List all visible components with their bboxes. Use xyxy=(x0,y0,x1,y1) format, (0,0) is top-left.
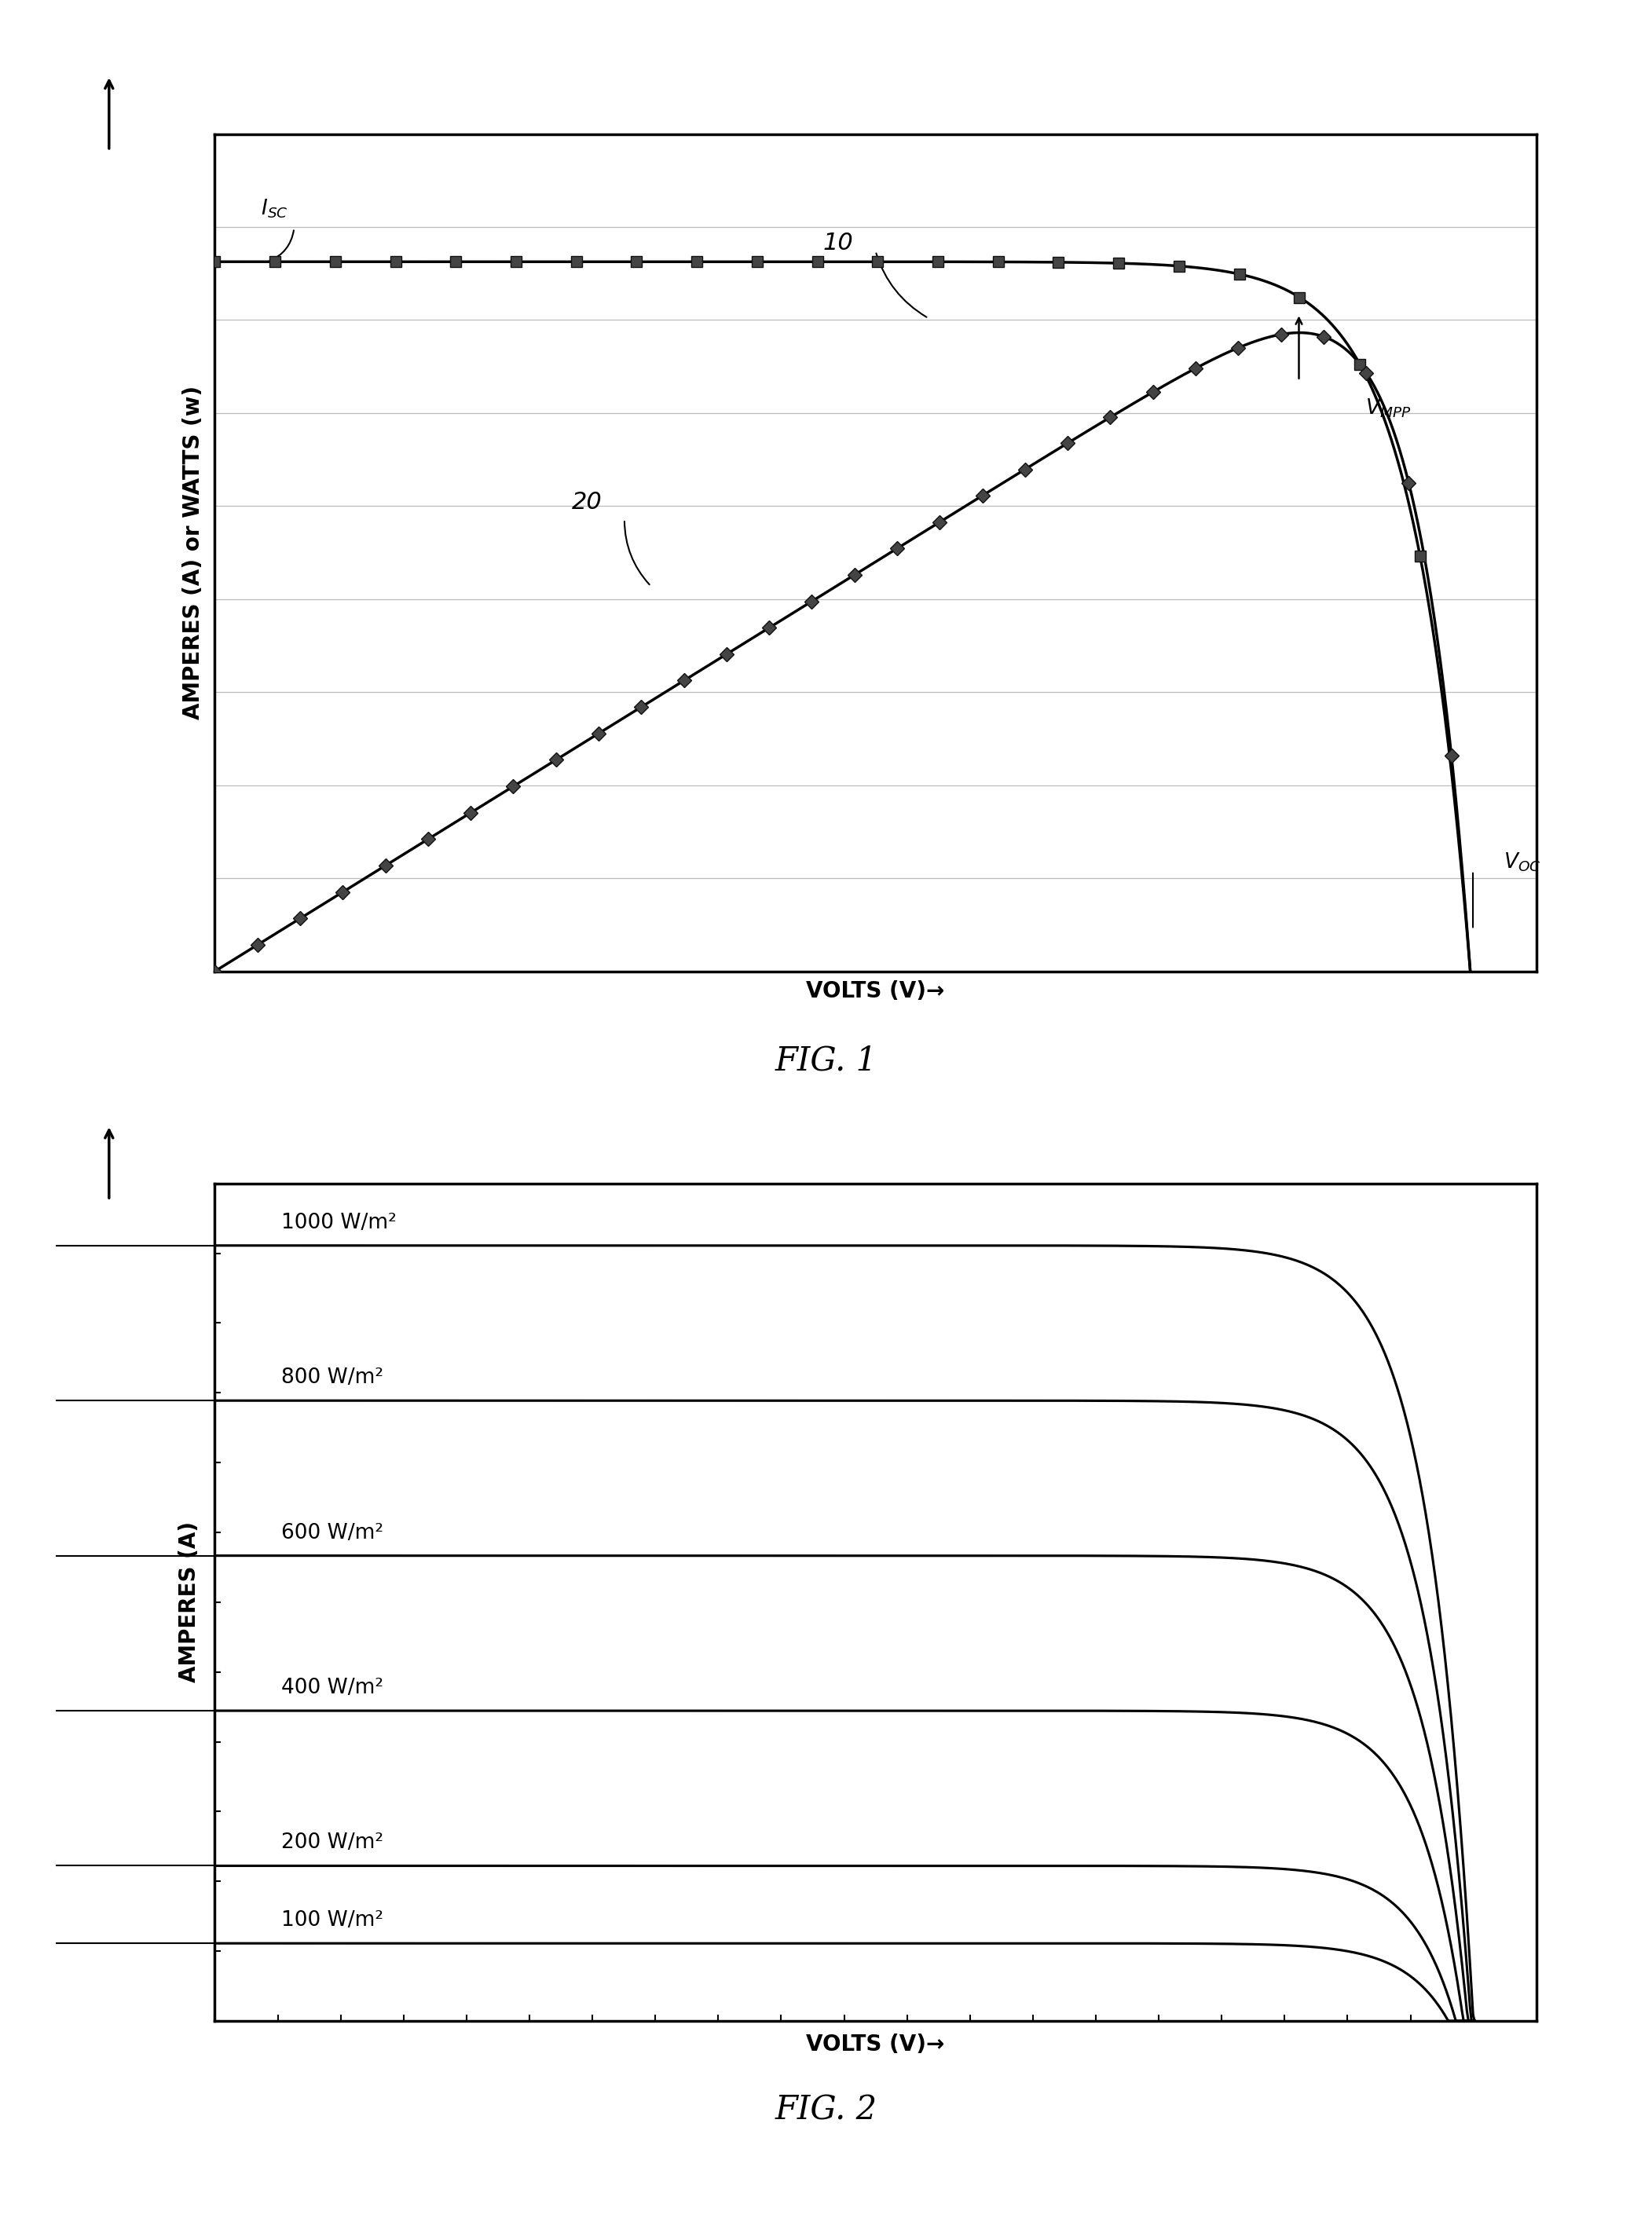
X-axis label: VOLTS (V)→: VOLTS (V)→ xyxy=(806,2034,945,2054)
Y-axis label: AMPERES (A) or WATTS (w): AMPERES (A) or WATTS (w) xyxy=(182,386,203,719)
Y-axis label: AMPERES (A): AMPERES (A) xyxy=(178,1521,200,1684)
Text: 1000 W/m²: 1000 W/m² xyxy=(281,1213,396,1233)
Text: 400 W/m²: 400 W/m² xyxy=(281,1677,383,1697)
Text: 200 W/m²: 200 W/m² xyxy=(281,1833,383,1853)
Text: 600 W/m²: 600 W/m² xyxy=(281,1523,383,1543)
Text: 10: 10 xyxy=(823,232,852,255)
Text: V$_{OC}$: V$_{OC}$ xyxy=(1503,851,1541,873)
Text: 800 W/m²: 800 W/m² xyxy=(281,1367,383,1389)
Text: V$_{MPP}$: V$_{MPP}$ xyxy=(1365,397,1411,420)
X-axis label: VOLTS (V)→: VOLTS (V)→ xyxy=(806,980,945,1003)
Text: FIG. 1: FIG. 1 xyxy=(775,1045,877,1076)
Text: FIG. 2: FIG. 2 xyxy=(775,2095,877,2126)
Text: 100 W/m²: 100 W/m² xyxy=(281,1911,383,1932)
Text: I$_{SC}$: I$_{SC}$ xyxy=(261,197,287,219)
Text: 20: 20 xyxy=(572,491,601,514)
